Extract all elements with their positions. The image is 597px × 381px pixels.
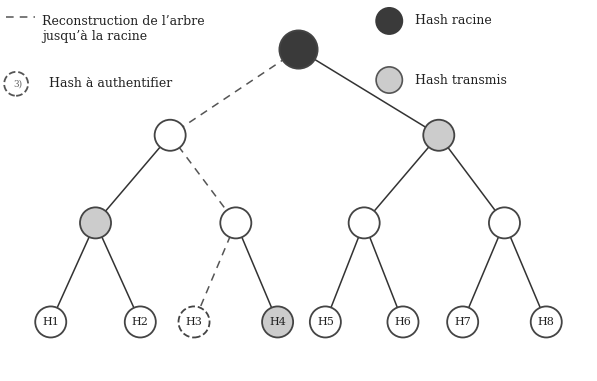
Text: H2: H2: [132, 317, 149, 327]
Ellipse shape: [349, 207, 380, 239]
Text: H1: H1: [42, 317, 59, 327]
Text: Reconstruction de l’arbre
jusqu’à la racine: Reconstruction de l’arbre jusqu’à la rac…: [42, 15, 204, 43]
Text: H3: H3: [186, 317, 202, 327]
Text: Hash transmis: Hash transmis: [415, 74, 507, 86]
Ellipse shape: [155, 120, 186, 151]
Ellipse shape: [423, 120, 454, 151]
Ellipse shape: [4, 72, 28, 96]
Ellipse shape: [279, 30, 318, 69]
Ellipse shape: [489, 207, 520, 239]
Ellipse shape: [179, 306, 210, 338]
Ellipse shape: [387, 306, 418, 338]
Ellipse shape: [376, 67, 402, 93]
Ellipse shape: [376, 8, 402, 34]
Ellipse shape: [531, 306, 562, 338]
Ellipse shape: [80, 207, 111, 239]
Text: Hash à authentifier: Hash à authentifier: [49, 77, 172, 90]
Text: H5: H5: [317, 317, 334, 327]
Text: 3): 3): [13, 79, 23, 88]
Text: H8: H8: [538, 317, 555, 327]
Text: H4: H4: [269, 317, 286, 327]
Text: Hash racine: Hash racine: [415, 14, 492, 27]
Ellipse shape: [262, 306, 293, 338]
Text: H7: H7: [454, 317, 471, 327]
Ellipse shape: [220, 207, 251, 239]
Text: H6: H6: [395, 317, 411, 327]
Ellipse shape: [447, 306, 478, 338]
Ellipse shape: [125, 306, 156, 338]
Ellipse shape: [310, 306, 341, 338]
Ellipse shape: [35, 306, 66, 338]
